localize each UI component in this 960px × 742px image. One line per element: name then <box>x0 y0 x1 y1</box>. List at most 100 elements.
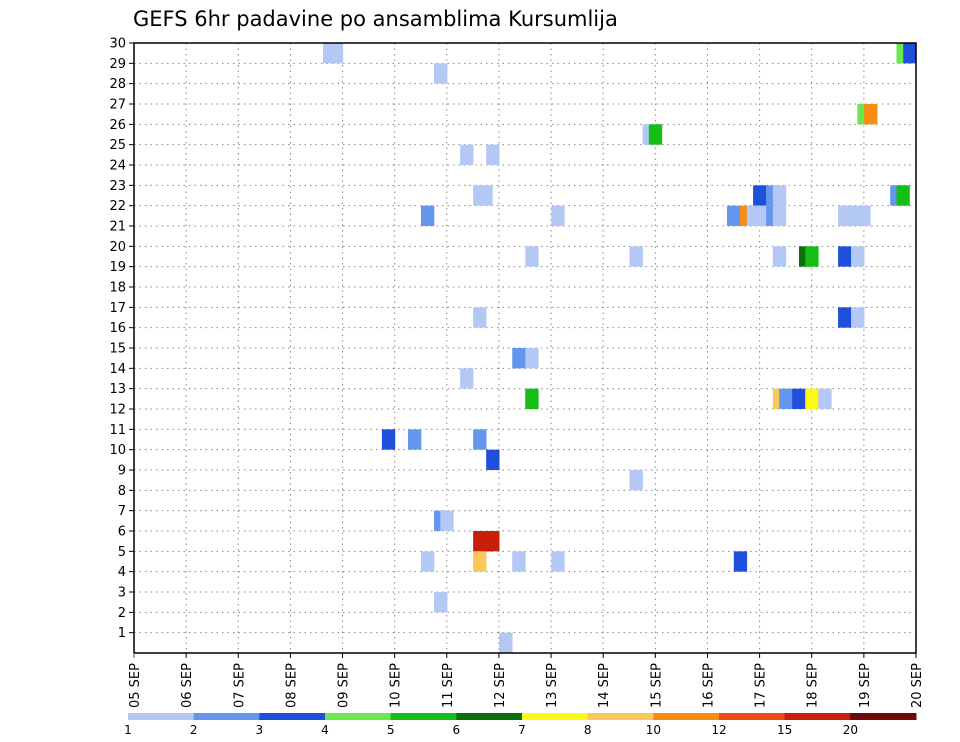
precip-cell <box>473 429 487 450</box>
precip-cell <box>818 388 832 409</box>
precip-cell <box>772 246 787 267</box>
y-tick-label: 24 <box>109 159 126 174</box>
precip-cell <box>479 185 493 206</box>
precip-cell <box>805 246 819 267</box>
y-axis-ticks: 1234567891011121314151617181920212223242… <box>109 37 134 641</box>
colorbar-label: 4 <box>321 723 329 737</box>
colorbar-label: 7 <box>518 723 526 737</box>
colorbar-label: 20 <box>843 723 858 737</box>
x-tick-label: 16 SEP <box>701 663 716 708</box>
colorbar-swatch <box>325 713 392 720</box>
y-tick-label: 25 <box>109 138 126 153</box>
precip-cell <box>851 307 865 328</box>
precip-cell <box>329 43 344 64</box>
y-tick-label: 28 <box>109 77 126 92</box>
precip-cell <box>460 144 474 165</box>
y-tick-label: 2 <box>118 606 126 621</box>
precip-cell <box>434 592 448 613</box>
colorbar-label: 6 <box>453 723 461 737</box>
x-tick-label: 11 SEP <box>441 663 456 708</box>
precip-cell <box>440 510 454 531</box>
colorbar-swatch <box>390 713 457 720</box>
y-tick-label: 16 <box>109 321 126 336</box>
precip-cell <box>525 348 539 369</box>
precip-cell <box>420 551 435 572</box>
precip-cell <box>551 205 565 226</box>
precip-cell <box>486 449 500 470</box>
colorbar-label: 10 <box>646 723 661 737</box>
precip-cell <box>805 388 819 409</box>
precip-cell <box>896 185 910 206</box>
y-tick-label: 19 <box>109 260 126 275</box>
y-tick-label: 20 <box>109 240 126 255</box>
colorbar-swatch <box>719 713 786 720</box>
y-tick-label: 11 <box>109 423 126 438</box>
colorbar-label: 3 <box>256 723 264 737</box>
precip-cell <box>838 246 852 267</box>
precip-cell <box>727 205 741 226</box>
precip-cell <box>772 205 787 226</box>
precip-cell <box>838 307 852 328</box>
x-tick-label: 20 SEP <box>910 663 925 708</box>
x-tick-label: 07 SEP <box>232 663 247 708</box>
x-tick-label: 14 SEP <box>597 663 612 708</box>
precip-cell <box>486 144 500 165</box>
colorbar-swatch <box>128 713 195 720</box>
precip-cell <box>772 185 787 206</box>
x-axis-ticks: 05 SEP 06 SEP 07 SEP 08 SEP 09 SEP 10 SEP 11 S… <box>128 653 925 708</box>
y-tick-label: 23 <box>109 179 126 194</box>
colorbar-label: 5 <box>387 723 395 737</box>
colorbar-label: 8 <box>584 723 592 737</box>
colorbar-swatch <box>193 713 260 720</box>
x-tick-label: 10 SEP <box>389 663 404 708</box>
colorbar-swatch <box>456 713 523 720</box>
colorbar-swatch <box>653 713 720 720</box>
y-tick-label: 7 <box>118 504 126 519</box>
precip-cell <box>851 246 865 267</box>
precip-cell <box>779 388 793 409</box>
colorbar-label: 15 <box>777 723 792 737</box>
precip-cell <box>629 470 643 491</box>
precip-cell <box>857 205 871 226</box>
y-tick-label: 29 <box>109 57 126 72</box>
x-tick-label: 17 SEP <box>754 663 769 708</box>
colorbar-swatch <box>784 713 851 720</box>
y-tick-label: 15 <box>109 342 126 357</box>
precip-cell <box>753 205 767 226</box>
precip-cell <box>486 531 500 552</box>
precip-cells <box>322 43 917 653</box>
precip-cell <box>648 124 663 145</box>
y-tick-label: 18 <box>109 281 126 296</box>
colorbar: 1 2 3 4 5 6 7 8 10 12 15 20 <box>124 713 917 737</box>
y-tick-label: 1 <box>118 626 126 641</box>
colorbar-label: 2 <box>190 723 198 737</box>
colorbar-swatch <box>522 713 589 720</box>
y-tick-label: 26 <box>109 118 126 133</box>
x-tick-label: 19 SEP <box>858 663 873 708</box>
x-tick-label: 06 SEP <box>180 663 195 708</box>
x-tick-label: 12 SEP <box>493 663 508 708</box>
y-tick-label: 27 <box>109 98 126 113</box>
precip-cell <box>460 368 474 389</box>
precip-cell <box>525 246 539 267</box>
precip-cell <box>864 104 878 125</box>
chart-title: GEFS 6hr padavine po ansamblima Kursumli… <box>133 7 618 31</box>
x-tick-label: 18 SEP <box>806 663 821 708</box>
precip-cell <box>512 348 526 369</box>
x-tick-label: 09 SEP <box>337 663 352 708</box>
precip-cell <box>473 551 487 572</box>
colorbar-swatch <box>850 713 917 720</box>
colorbar-label: 1 <box>124 723 132 737</box>
x-tick-label: 13 SEP <box>545 663 560 708</box>
y-tick-label: 6 <box>118 525 126 540</box>
y-tick-label: 17 <box>109 301 126 316</box>
x-tick-label: 08 SEP <box>284 663 299 708</box>
y-tick-label: 13 <box>109 382 126 397</box>
y-tick-label: 12 <box>109 403 126 418</box>
precip-cell <box>551 551 565 572</box>
y-tick-label: 3 <box>118 586 126 601</box>
precip-cell <box>473 307 487 328</box>
precip-cell <box>512 551 526 572</box>
y-tick-label: 4 <box>118 565 126 580</box>
